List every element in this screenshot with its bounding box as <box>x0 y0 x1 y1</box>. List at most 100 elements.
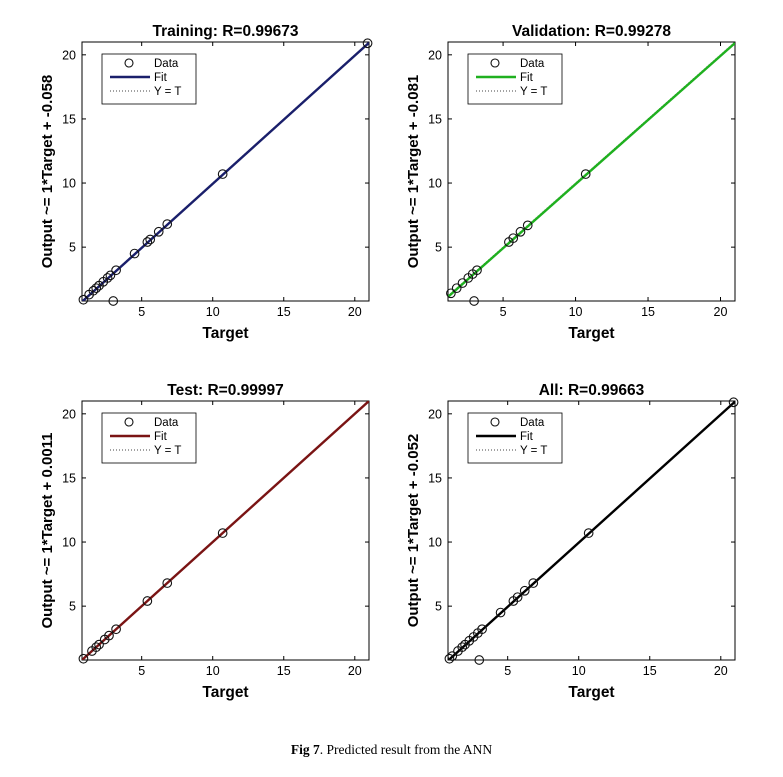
caption-text: . Predicted result from the ANN <box>319 742 493 757</box>
y-tick-label: 15 <box>428 112 442 126</box>
data-point <box>108 296 119 306</box>
x-axis-label: Target <box>568 684 614 701</box>
data-point <box>362 38 373 49</box>
legend-label: Fit <box>520 72 534 84</box>
x-axis-label: Target <box>568 325 614 342</box>
data-point <box>217 528 228 538</box>
data-point <box>129 248 140 259</box>
data-point <box>495 607 506 618</box>
y-tick-label: 15 <box>62 112 76 126</box>
data-point <box>142 237 153 247</box>
data-point <box>142 596 153 606</box>
legend-label: Data <box>520 58 545 70</box>
data-point <box>444 653 455 664</box>
data-point <box>519 585 530 596</box>
legend-marker-data <box>490 58 500 68</box>
legend-label: Fit <box>154 431 168 443</box>
data-point <box>145 234 156 245</box>
y-axis-label: Output ~= 1*Target + -0.058 <box>39 75 56 269</box>
legend-label: Fit <box>520 431 534 443</box>
legend-label: Y = T <box>154 86 181 98</box>
legend-label: Y = T <box>520 445 547 457</box>
legend-box <box>467 53 563 105</box>
data-point <box>102 273 113 283</box>
legend-label: Data <box>154 417 179 429</box>
y-tick-label: 5 <box>435 241 442 255</box>
data-point <box>153 226 164 237</box>
chart-title: Validation: R=0.99278 <box>512 23 671 40</box>
legend: Data Fit Y = T <box>101 53 197 105</box>
x-tick-label: 15 <box>643 664 657 678</box>
y-axis-label: Output ~= 1*Target + -0.052 <box>405 434 422 628</box>
legend: Data Fit Y = T <box>101 412 197 464</box>
data-point <box>583 528 594 538</box>
data-point <box>512 592 523 603</box>
x-tick-label: 20 <box>714 305 728 319</box>
fit-line <box>448 42 735 298</box>
legend-marker-data <box>490 417 500 427</box>
legend: Data Fit Y = T <box>467 53 563 105</box>
legend: Data Fit Y = T <box>467 412 563 464</box>
y-tick-label: 15 <box>428 471 442 485</box>
data-point <box>457 278 468 288</box>
x-tick-label: 10 <box>569 305 583 319</box>
data-point <box>78 294 89 305</box>
legend-label: Data <box>154 58 179 70</box>
y-tick-label: 5 <box>435 600 442 614</box>
x-tick-label: 15 <box>277 305 291 319</box>
y-tick-label: 20 <box>62 48 76 62</box>
chart-title: Test: R=0.99997 <box>167 382 283 399</box>
y-tick-label: 10 <box>428 177 442 191</box>
y-tick-label: 20 <box>428 48 442 62</box>
data-point <box>88 285 99 296</box>
data-point <box>528 578 539 588</box>
y-tick-label: 15 <box>62 471 76 485</box>
data-point <box>451 283 462 294</box>
data-point <box>477 624 487 635</box>
fit-line <box>82 42 369 301</box>
y-tick-label: 5 <box>69 600 76 614</box>
data-point <box>111 624 121 635</box>
chart-panel-3: 5 10 15 20 5 10 15 20 Test: R=0.99997 Target Outpu… <box>39 382 370 701</box>
data-point <box>474 655 485 665</box>
data-point <box>457 642 468 653</box>
fit-line <box>448 401 735 660</box>
data-point <box>78 653 89 664</box>
data-point <box>217 169 228 179</box>
y-axis-label: Output ~= 1*Target + 0.0011 <box>39 432 56 628</box>
chart-title: Training: R=0.99673 <box>152 23 298 40</box>
y-axis-label: Output ~= 1*Target + -0.081 <box>405 75 422 269</box>
x-axis-label: Target <box>202 325 248 342</box>
x-tick-label: 20 <box>348 664 362 678</box>
y-tick-label: 10 <box>62 536 76 550</box>
x-tick-label: 5 <box>504 664 511 678</box>
x-tick-label: 15 <box>277 664 291 678</box>
y-tick-label: 20 <box>428 407 442 421</box>
legend-marker-data <box>124 58 134 68</box>
y-tick-label: 10 <box>62 177 76 191</box>
chart-panel-1: 5 10 15 20 5 10 15 20 Training: R=0.99673 Target O… <box>39 23 373 342</box>
x-axis-label: Target <box>202 684 248 701</box>
data-point <box>91 642 102 653</box>
y-tick-label: 20 <box>62 407 76 421</box>
data-point <box>111 265 121 276</box>
data-point <box>446 288 456 299</box>
data-point <box>522 220 533 231</box>
x-tick-label: 10 <box>206 664 220 678</box>
chart-title: All: R=0.99663 <box>539 382 645 399</box>
data-point <box>104 630 114 641</box>
x-tick-label: 20 <box>348 305 362 319</box>
legend-box <box>101 412 197 464</box>
data-point <box>728 397 739 408</box>
data-point <box>508 233 519 244</box>
chart-panel-4: 5 10 15 20 5 10 15 20 All: R=0.99663 Target Output… <box>405 382 739 701</box>
legend-box <box>101 53 197 105</box>
x-tick-label: 5 <box>500 305 507 319</box>
x-tick-label: 20 <box>714 664 728 678</box>
legend-label: Y = T <box>154 445 181 457</box>
data-point <box>447 651 458 662</box>
data-point <box>515 226 526 237</box>
data-point <box>162 219 173 229</box>
x-tick-label: 15 <box>641 305 655 319</box>
